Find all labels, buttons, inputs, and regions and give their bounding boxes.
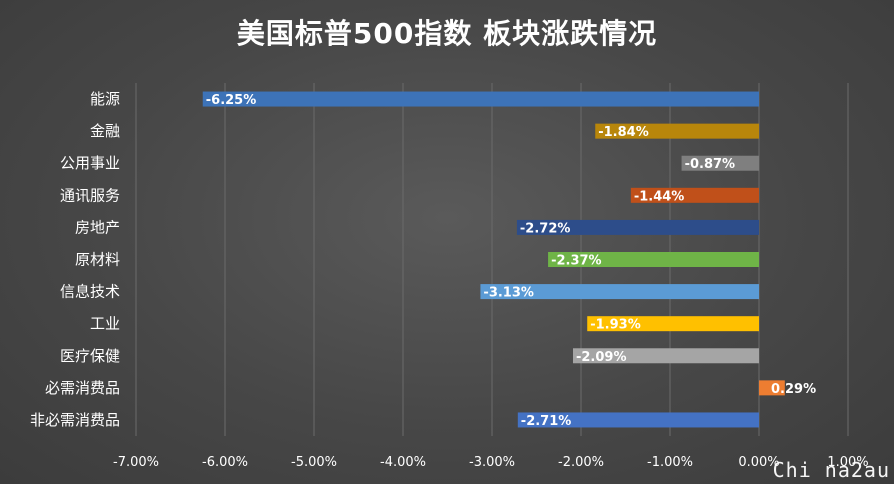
bar bbox=[516, 219, 759, 235]
bar bbox=[202, 91, 759, 107]
data-label: -1.84% bbox=[598, 125, 649, 140]
bar bbox=[681, 155, 759, 171]
watermark-text: Chi na2au bbox=[772, 458, 890, 482]
chart-title: 美国标普500指数 板块涨跌情况 bbox=[236, 17, 658, 50]
x-tick-label: -3.00% bbox=[469, 455, 515, 470]
x-tick-label: -4.00% bbox=[380, 455, 426, 470]
category-label: 房地产 bbox=[75, 218, 120, 236]
bar bbox=[759, 380, 785, 396]
data-label: -2.72% bbox=[520, 221, 571, 236]
category-label: 通讯服务 bbox=[60, 186, 120, 204]
data-label: -6.25% bbox=[206, 93, 257, 108]
category-label: 工业 bbox=[90, 315, 120, 333]
x-tick-label: 0.00% bbox=[738, 455, 779, 470]
bar bbox=[572, 348, 759, 364]
data-label: -3.13% bbox=[483, 286, 534, 301]
bar bbox=[517, 412, 759, 428]
category-label: 能源 bbox=[90, 90, 120, 108]
x-tick-label: -7.00% bbox=[113, 455, 159, 470]
data-label: -2.09% bbox=[576, 350, 627, 365]
category-label: 非必需消费品 bbox=[30, 411, 120, 429]
data-label: -1.44% bbox=[634, 189, 685, 204]
category-label: 医疗保健 bbox=[60, 347, 120, 365]
category-label: 公用事业 bbox=[60, 154, 120, 172]
x-tick-label: -5.00% bbox=[291, 455, 337, 470]
category-label: 原材料 bbox=[75, 251, 120, 269]
x-tick-label: 1.00% bbox=[827, 455, 868, 470]
bar bbox=[480, 284, 759, 300]
bar bbox=[587, 316, 759, 332]
category-label: 必需消费品 bbox=[45, 379, 120, 397]
data-label: -0.87% bbox=[685, 157, 736, 172]
data-label: 0.29% bbox=[771, 382, 816, 397]
data-label: -2.37% bbox=[551, 254, 602, 269]
bar bbox=[548, 252, 759, 267]
x-tick-label: -6.00% bbox=[202, 455, 248, 470]
x-tick-label: -1.00% bbox=[647, 455, 693, 470]
bar bbox=[595, 123, 759, 139]
category-label: 信息技术 bbox=[60, 283, 120, 301]
x-tick-label: -2.00% bbox=[558, 455, 604, 470]
data-label: -2.71% bbox=[521, 414, 572, 429]
category-label: 金融 bbox=[90, 122, 120, 140]
data-label: -1.93% bbox=[590, 318, 641, 333]
bar bbox=[630, 187, 759, 203]
